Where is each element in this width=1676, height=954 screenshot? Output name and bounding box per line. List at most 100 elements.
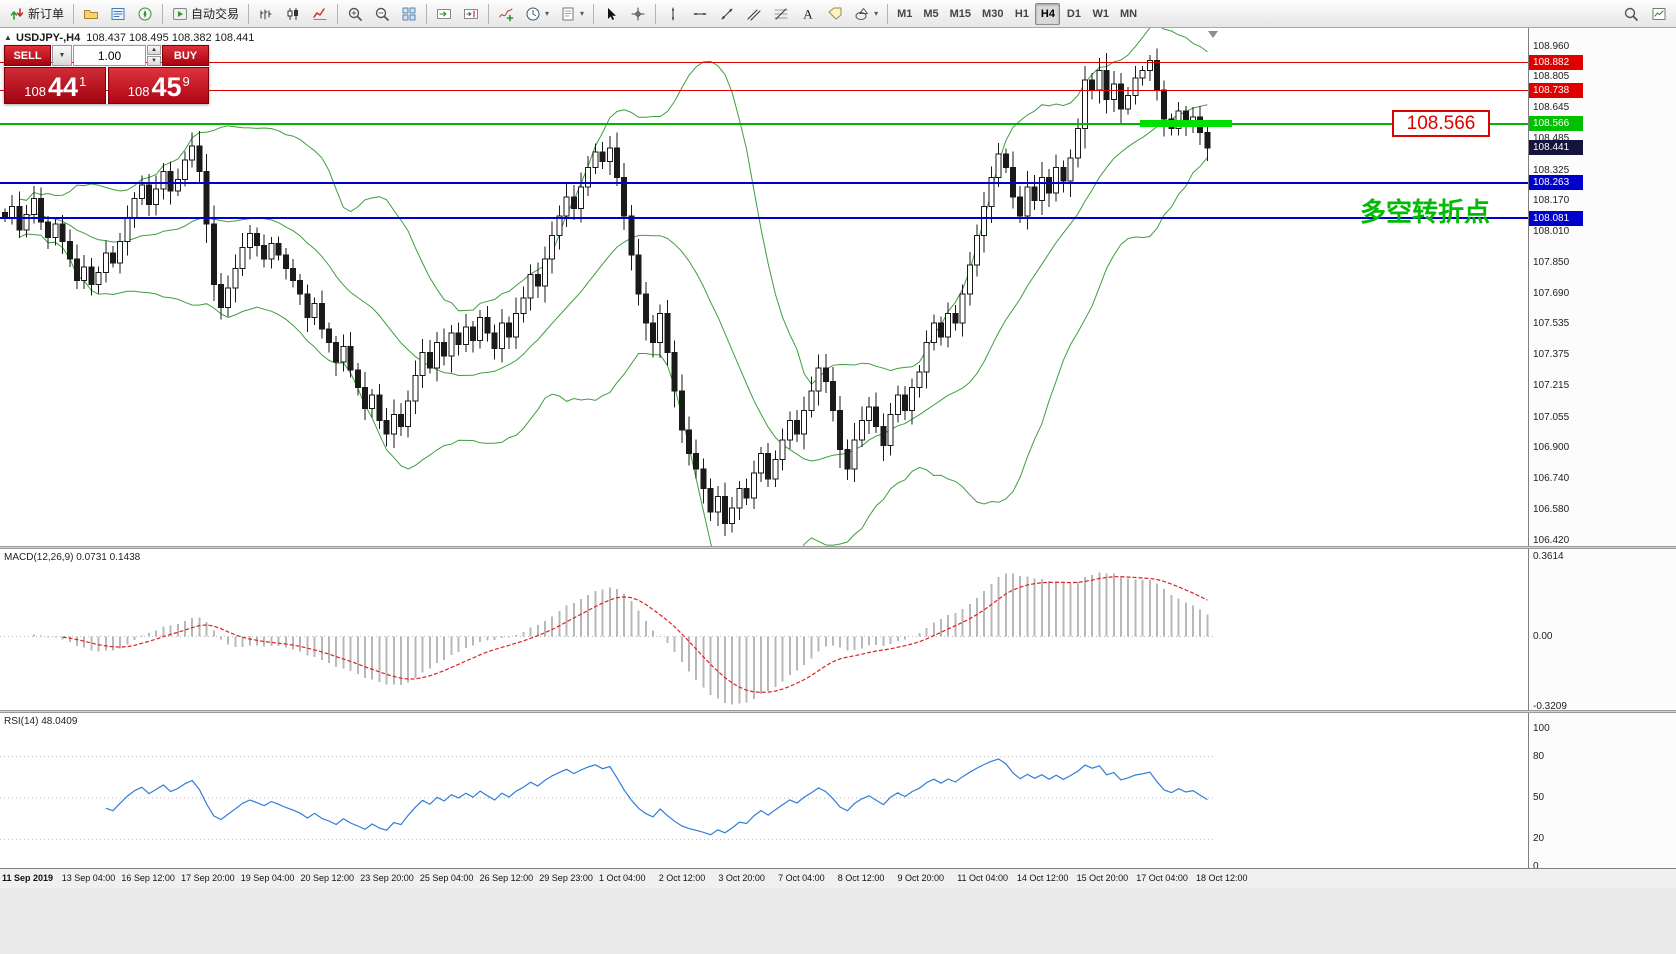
price-tick-label: 106.580 bbox=[1533, 503, 1570, 515]
price-tag-label: 108.081 bbox=[1529, 210, 1583, 226]
timeframe-button-m5[interactable]: M5 bbox=[923, 7, 939, 20]
timeframe-button-m1[interactable]: M1 bbox=[897, 7, 913, 20]
rsi-scale-label: 50 bbox=[1533, 792, 1545, 803]
channel-button[interactable] bbox=[741, 2, 767, 26]
price-axis-area[interactable] bbox=[1528, 28, 1676, 868]
indicators-icon bbox=[499, 8, 514, 21]
rsi-scale-label: 20 bbox=[1533, 833, 1545, 845]
periods-button[interactable]: ▾ bbox=[520, 2, 554, 26]
time-tick-label: 19 Sep 04:00 bbox=[240, 873, 295, 883]
line-chart-button[interactable] bbox=[307, 2, 333, 26]
timeframe-button-d1[interactable]: D1 bbox=[1066, 7, 1081, 20]
new-order-button[interactable]: 新订单 bbox=[4, 2, 69, 26]
svg-text:A: A bbox=[803, 6, 813, 21]
rsi-panel-area[interactable] bbox=[0, 713, 1528, 868]
timeframe-button-w1[interactable]: W1 bbox=[1092, 7, 1109, 20]
price-tick-label: 108.960 bbox=[1533, 41, 1570, 52]
buy-button[interactable]: BUY bbox=[162, 45, 209, 66]
fibonacci-button[interactable] bbox=[768, 2, 794, 26]
chart-title: USDJPY-,H4 108.437 108.495 108.382 108.44… bbox=[16, 32, 254, 44]
bid-price-tile[interactable]: 108 44 1 bbox=[4, 67, 106, 104]
pivot-highlight-segment[interactable] bbox=[1140, 120, 1232, 128]
tile-windows-button[interactable] bbox=[396, 2, 422, 26]
horizontal-line-button[interactable] bbox=[687, 2, 713, 26]
price-tag-label: 108.263 bbox=[1529, 175, 1583, 191]
time-tick-label: 9 Oct 20:00 bbox=[897, 873, 945, 883]
candlestick-button[interactable] bbox=[280, 2, 306, 26]
auto-scroll-button[interactable] bbox=[431, 2, 457, 26]
toolbar: 新订单 自动交易 ▾ ▾ A ▾ M1 M5 M15 M30 H1 H4 D1 W1 MN bbox=[0, 0, 1676, 28]
support-line-2[interactable] bbox=[0, 217, 1528, 219]
pivot-line[interactable] bbox=[0, 122, 1528, 125]
bid-price-pips: 44 bbox=[47, 72, 78, 103]
market-watch-icon bbox=[111, 7, 125, 20]
resistance-line-2[interactable] bbox=[0, 89, 1528, 91]
templates-button[interactable]: ▾ bbox=[555, 2, 589, 26]
dropdown-caret-icon: ▾ bbox=[874, 9, 879, 18]
turning-point-text[interactable]: 多空转折点 bbox=[1359, 197, 1490, 227]
navigator-button[interactable] bbox=[132, 2, 158, 26]
market-watch-button[interactable] bbox=[105, 2, 131, 26]
chart-shift-marker[interactable] bbox=[1208, 31, 1218, 38]
macd-scale-zero: 0.00 bbox=[1533, 630, 1553, 642]
chart-shift-button[interactable] bbox=[458, 2, 484, 26]
rsi-splitter[interactable] bbox=[0, 710, 1676, 713]
trendline-icon bbox=[721, 8, 733, 19]
timeframe-button-mn[interactable]: MN bbox=[1119, 7, 1138, 20]
autotrading-button[interactable]: 自动交易 bbox=[167, 2, 244, 26]
label-icon bbox=[828, 7, 842, 19]
candlestick-icon bbox=[287, 7, 299, 20]
one-click-collapse-arrow[interactable]: ▲ bbox=[4, 33, 12, 42]
time-tick-label: 16 Sep 12:00 bbox=[121, 873, 175, 883]
timeframe-button-m30[interactable]: M30 bbox=[982, 7, 1004, 20]
trendline-button[interactable] bbox=[714, 2, 740, 26]
rsi-scale-label: 0 bbox=[1533, 861, 1539, 872]
rsi-canvas[interactable] bbox=[0, 713, 1528, 868]
window-background bbox=[0, 888, 1676, 954]
shapes-button[interactable]: ▾ bbox=[849, 2, 883, 26]
macd-indicator-label: MACD(12,26,9) 0.0731 0.1438 bbox=[4, 552, 141, 563]
text-button[interactable]: A bbox=[795, 2, 821, 26]
sell-button[interactable]: SELL bbox=[4, 45, 51, 66]
toolbar-separator bbox=[337, 3, 339, 24]
macd-scale-top: 0.3614 bbox=[1533, 551, 1564, 562]
macd-splitter[interactable] bbox=[0, 546, 1676, 549]
main-chart-canvas[interactable] bbox=[0, 28, 1528, 546]
cursor-button[interactable] bbox=[598, 2, 624, 26]
bar-chart-icon bbox=[260, 9, 272, 19]
volume-input[interactable] bbox=[73, 45, 146, 66]
cursor-icon bbox=[608, 7, 617, 20]
dropdown-caret-icon: ▾ bbox=[545, 9, 550, 18]
volume-dropdown[interactable]: ▼ bbox=[52, 45, 72, 66]
ask-price-tile[interactable]: 108 45 9 bbox=[107, 67, 209, 104]
support-line-1[interactable] bbox=[0, 181, 1528, 184]
time-axis[interactable]: 11 Sep 2019 13 Sep 04:00 16 Sep 12:00 17 Se… bbox=[0, 868, 1676, 888]
timeframe-button-h1[interactable]: H1 bbox=[1014, 7, 1029, 20]
bar-chart-button[interactable] bbox=[253, 2, 279, 26]
ask-price-point: 9 bbox=[182, 74, 190, 89]
search-button[interactable] bbox=[1618, 2, 1644, 26]
macd-panel-area[interactable] bbox=[0, 549, 1528, 710]
time-tick-label: 25 Sep 04:00 bbox=[419, 873, 474, 883]
crosshair-button[interactable] bbox=[625, 2, 651, 26]
indicators-button[interactable] bbox=[493, 2, 519, 26]
zoom-in-button[interactable] bbox=[342, 2, 368, 26]
auto-scroll-icon bbox=[437, 8, 452, 19]
macd-canvas[interactable] bbox=[0, 549, 1528, 710]
price-tick-label: 107.215 bbox=[1533, 380, 1570, 392]
new-chart-button[interactable] bbox=[1646, 2, 1672, 26]
volume-down-button[interactable]: ▼ bbox=[147, 56, 161, 66]
resistance-line-1[interactable] bbox=[0, 61, 1528, 63]
label-button[interactable] bbox=[822, 2, 848, 26]
time-tick-label: 18 Oct 12:00 bbox=[1196, 873, 1248, 883]
price-tick-label: 107.690 bbox=[1533, 288, 1570, 299]
timeframe-button-h4[interactable]: H4 bbox=[1035, 2, 1061, 25]
profiles-button[interactable] bbox=[78, 2, 104, 26]
volume-up-button[interactable]: ▲ bbox=[147, 45, 161, 55]
price-tag-label: 108.566 bbox=[1529, 116, 1583, 132]
timeframe-button-m15[interactable]: M15 bbox=[949, 7, 972, 20]
zoom-out-button[interactable] bbox=[369, 2, 395, 26]
toolbar-separator bbox=[887, 3, 889, 24]
pivot-price-label[interactable]: 108.566 bbox=[1392, 110, 1490, 138]
vertical-line-button[interactable] bbox=[660, 2, 686, 26]
